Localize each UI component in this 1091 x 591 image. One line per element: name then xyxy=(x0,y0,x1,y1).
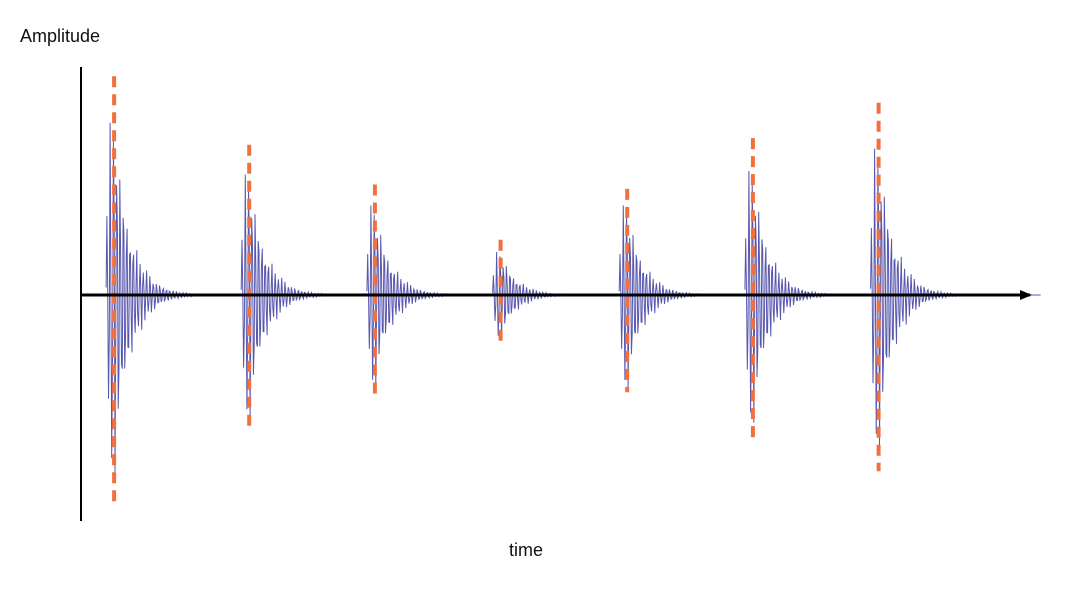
waveform-burst-6 xyxy=(744,170,915,423)
y-axis-label: Amplitude xyxy=(20,26,100,46)
x-axis-label: time xyxy=(509,540,543,560)
waveform-burst-2 xyxy=(240,174,412,420)
waveform-burst-7 xyxy=(870,148,1041,446)
peak-stems-series xyxy=(112,76,881,503)
waveform-series xyxy=(105,122,1041,473)
